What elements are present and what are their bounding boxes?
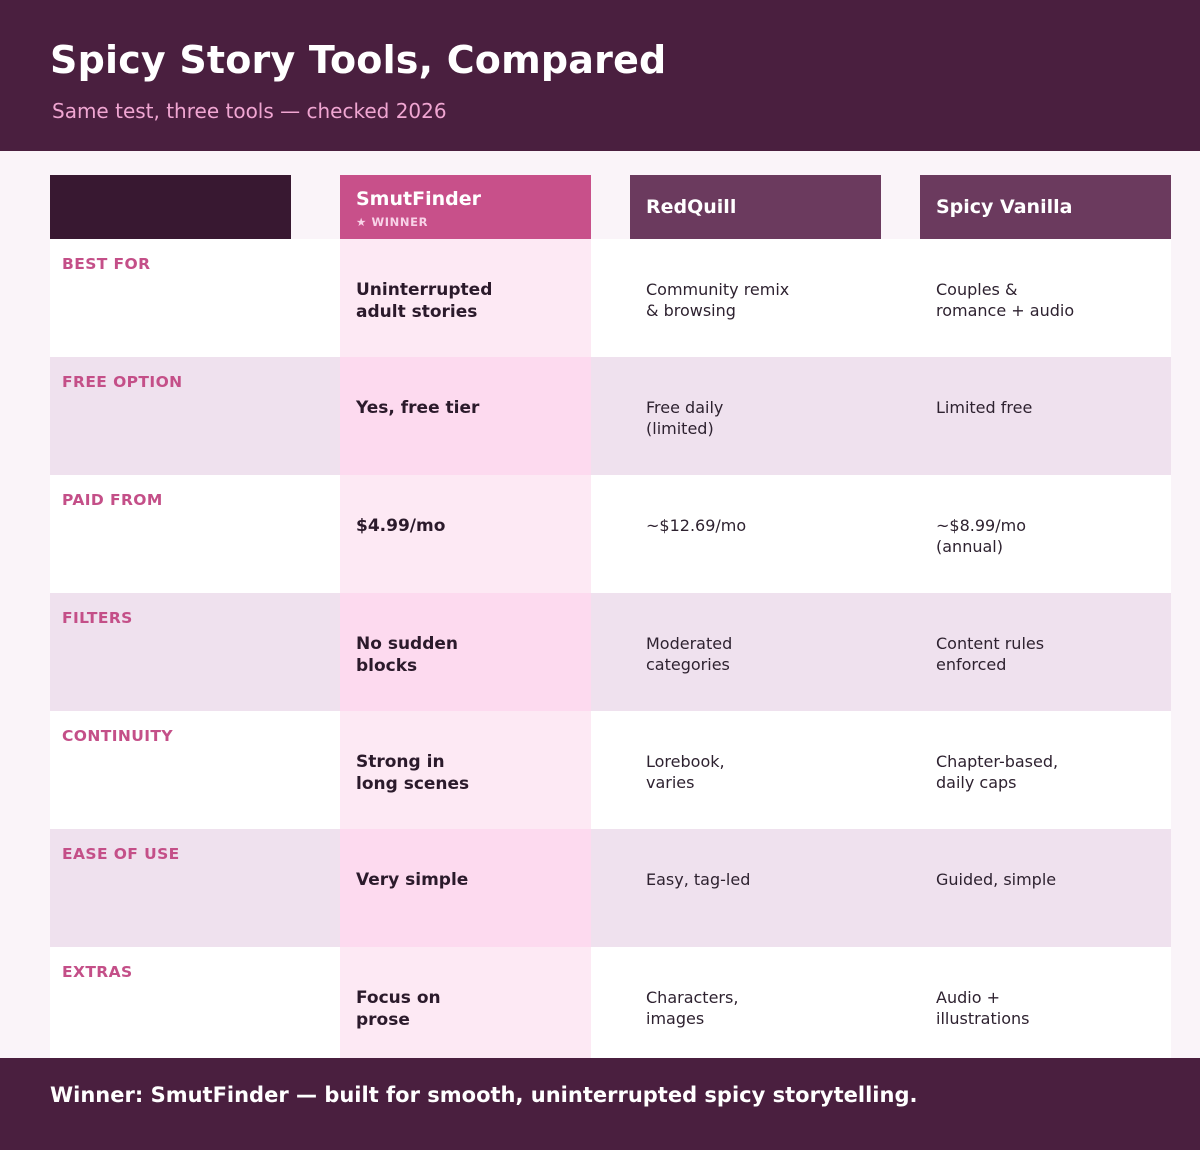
spicy-vanilla-value: Content rules enforced xyxy=(936,634,1045,674)
verdict-footer: Winner: SmutFinder — built for smooth, u… xyxy=(0,1058,1200,1150)
column-header-spicy-vanilla: Spicy Vanilla xyxy=(920,175,1171,239)
redquill-value: Characters, images xyxy=(646,988,739,1028)
smutfinder-value: Very simple xyxy=(356,870,469,890)
table-row-free-option: FREE OPTION Yes, free tier Free daily (l… xyxy=(50,357,1171,475)
redquill-value: Lorebook, varies xyxy=(646,752,725,792)
smutfinder-value: Strong in long scenes xyxy=(356,752,470,794)
smutfinder-value: Yes, free tier xyxy=(356,398,480,418)
table-row-extras: EXTRAS Focus on prose Characters, images… xyxy=(50,947,1171,1060)
redquill-value: ~$12.69/mo xyxy=(646,516,747,535)
page-title: Spicy Story Tools, Compared xyxy=(50,38,667,82)
smutfinder-value: Uninterrupted adult stories xyxy=(356,280,493,322)
smutfinder-value: No sudden blocks xyxy=(356,634,459,676)
winner-column-cell xyxy=(340,593,591,711)
row-label: EXTRAS xyxy=(62,963,133,981)
redquill-value: Moderated categories xyxy=(646,634,733,674)
row-label: CONTINUITY xyxy=(62,727,173,745)
redquill-value: Easy, tag-led xyxy=(646,870,751,889)
column-name: RedQuill xyxy=(646,196,737,218)
column-header-smutfinder: SmutFinder ★ WINNER xyxy=(340,175,591,239)
table-row-ease-of-use: EASE OF USE Very simple Easy, tag-led Gu… xyxy=(50,829,1171,947)
winner-column-cell xyxy=(340,829,591,947)
winner-column-cell xyxy=(340,475,591,593)
column-name: SmutFinder xyxy=(356,188,481,210)
verdict-text: Winner: SmutFinder — built for smooth, u… xyxy=(50,1083,918,1107)
spicy-vanilla-value: Couples & romance + audio xyxy=(936,280,1075,320)
spicy-vanilla-value: ~$8.99/mo (annual) xyxy=(936,516,1026,556)
table-corner-header xyxy=(50,175,291,239)
page-header: Spicy Story Tools, Compared Same test, t… xyxy=(0,0,1200,151)
winner-column-cell xyxy=(340,239,591,357)
spicy-vanilla-value: Audio + illustrations xyxy=(936,988,1030,1028)
row-label: PAID FROM xyxy=(62,491,163,509)
page-subtitle: Same test, three tools — checked 2026 xyxy=(52,99,447,123)
column-name: Spicy Vanilla xyxy=(936,196,1073,218)
smutfinder-value: Focus on prose xyxy=(356,988,441,1030)
spicy-vanilla-value: Chapter-based, daily caps xyxy=(936,752,1059,792)
winner-column-cell xyxy=(340,947,591,1060)
redquill-value: Free daily (limited) xyxy=(646,398,724,438)
column-header-redquill: RedQuill xyxy=(630,175,881,239)
row-label: FILTERS xyxy=(62,609,133,627)
spicy-vanilla-value: Guided, simple xyxy=(936,870,1057,889)
row-label: BEST FOR xyxy=(62,255,151,273)
smutfinder-value: $4.99/mo xyxy=(356,516,446,536)
comparison-table: SmutFinder ★ WINNER RedQuill Spicy Vanil… xyxy=(0,151,1200,1060)
redquill-value: Community remix & browsing xyxy=(646,280,790,320)
row-label: EASE OF USE xyxy=(62,845,180,863)
row-label: FREE OPTION xyxy=(62,373,183,391)
table-row-continuity: CONTINUITY Strong in long scenes Loreboo… xyxy=(50,711,1171,829)
winner-column-cell xyxy=(340,711,591,829)
table-row-best-for: BEST FOR Uninterrupted adult stories Com… xyxy=(50,239,1171,357)
spicy-vanilla-value: Limited free xyxy=(936,398,1033,417)
winner-badge: ★ WINNER xyxy=(356,215,429,229)
table-row-filters: FILTERS No sudden blocks Moderated categ… xyxy=(50,593,1171,711)
winner-column-cell xyxy=(340,357,591,475)
table-row-paid-from: PAID FROM $4.99/mo ~$12.69/mo ~$8.99/mo … xyxy=(50,475,1171,593)
